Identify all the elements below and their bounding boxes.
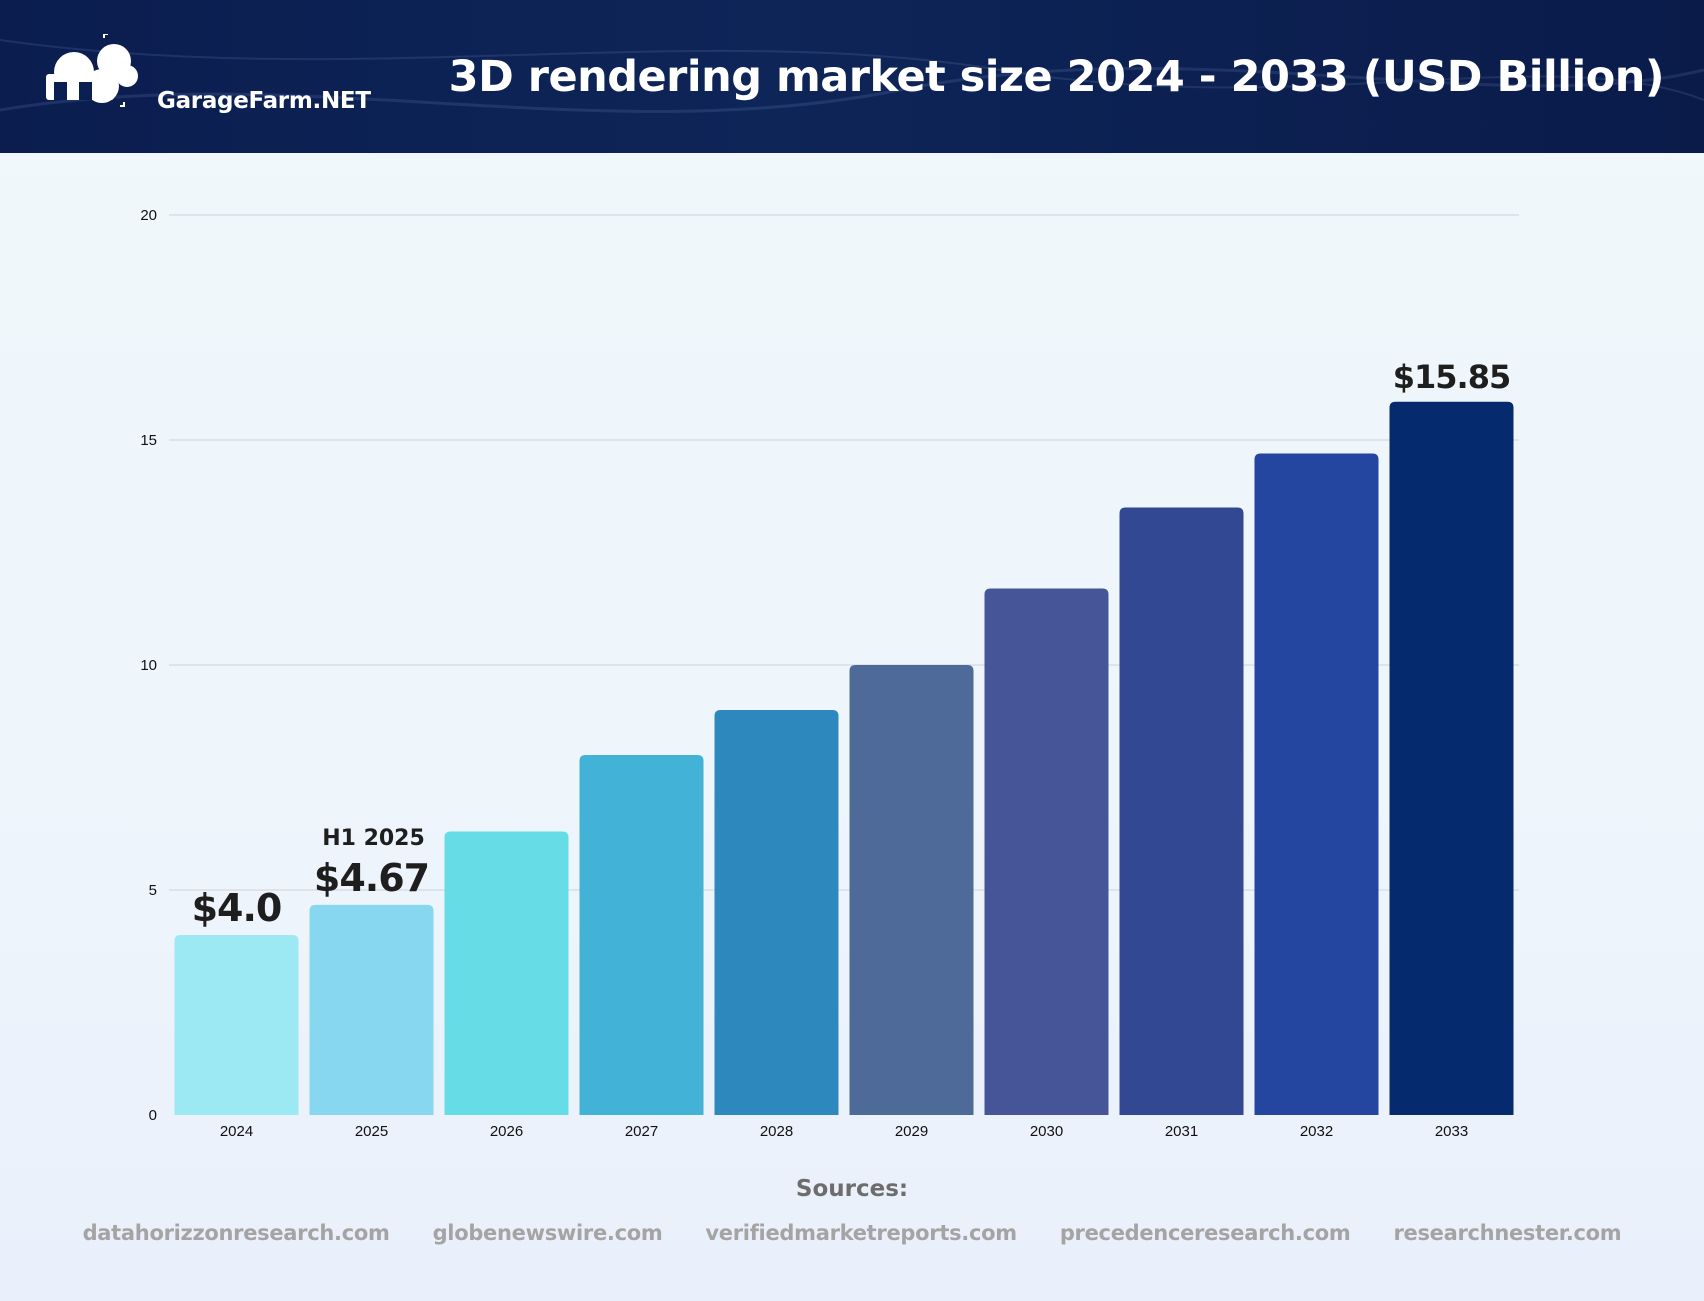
source-link[interactable]: researchnester.com	[1393, 1221, 1622, 1245]
x-tick-label: 2029	[895, 1123, 928, 1140]
source-link[interactable]: precedenceresearch.com	[1059, 1221, 1351, 1245]
x-tick-label: 2032	[1300, 1123, 1333, 1140]
data-label: $4.0	[192, 886, 282, 930]
data-label: $4.67	[314, 856, 429, 900]
bar	[984, 588, 1109, 1115]
bar	[1254, 453, 1379, 1115]
bar	[849, 665, 974, 1115]
source-link[interactable]: datahorizzonresearch.com	[82, 1221, 390, 1245]
x-tick-label: 2033	[1435, 1123, 1468, 1140]
source-link[interactable]: globenewswire.com	[432, 1221, 663, 1245]
x-tick-label: 2025	[355, 1123, 388, 1140]
y-tick-label: 20	[140, 207, 157, 224]
sources-list: datahorizzonresearch.com globenewswire.c…	[0, 1221, 1704, 1245]
sources-title: Sources:	[795, 1176, 909, 1202]
y-tick-label: 0	[149, 1107, 157, 1124]
logo-text: GarageFarm.NET	[157, 88, 371, 114]
bar	[309, 904, 434, 1115]
bar	[174, 935, 299, 1115]
header-banner: GarageFarm.NET 3D rendering market size …	[0, 0, 1704, 153]
x-tick-label: 2026	[490, 1123, 523, 1140]
bar	[1119, 507, 1244, 1115]
bar	[579, 755, 704, 1115]
bar-chart: 0 5 10 15 20 2024 2025 2026 2027 2028 2029 2030 2031…	[140, 207, 1519, 1140]
bar	[714, 710, 839, 1115]
x-tick-label: 2031	[1165, 1123, 1198, 1140]
x-tick-label: 2024	[220, 1123, 253, 1140]
x-tick-label: 2028	[760, 1123, 793, 1140]
y-tick-label: 15	[140, 432, 157, 449]
bar	[1389, 401, 1514, 1115]
x-tick-label: 2027	[625, 1123, 658, 1140]
y-tick-label: 10	[140, 657, 157, 674]
page-title: 3D rendering market size 2024 - 2033 (US…	[448, 52, 1665, 102]
logo[interactable]: GarageFarm.NET	[44, 34, 374, 124]
y-tick-label: 5	[149, 882, 157, 899]
header-wave-decoration	[0, 39, 1704, 113]
data-label: $15.85	[1393, 358, 1510, 396]
cloud-farm-icon	[46, 34, 138, 107]
source-link[interactable]: verifiedmarketreports.com	[705, 1221, 1017, 1245]
x-tick-label: 2030	[1030, 1123, 1063, 1140]
bar	[444, 831, 569, 1115]
data-label-note: H1 2025	[322, 826, 425, 851]
